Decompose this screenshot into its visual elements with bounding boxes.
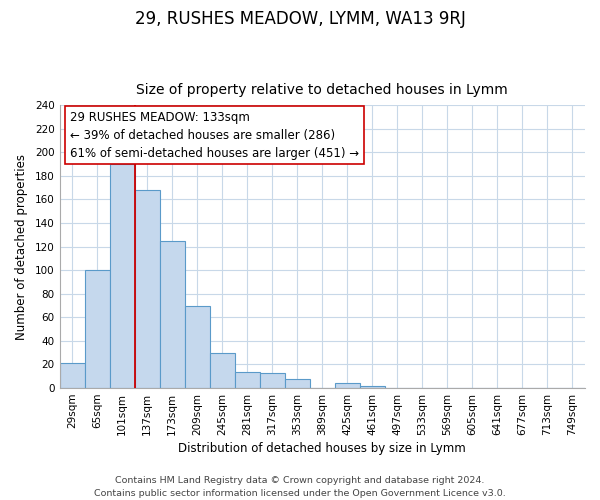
Y-axis label: Number of detached properties: Number of detached properties	[15, 154, 28, 340]
Bar	[335, 384, 360, 388]
Bar	[185, 306, 209, 388]
Bar	[59, 364, 85, 388]
Text: Contains HM Land Registry data © Crown copyright and database right 2024.
Contai: Contains HM Land Registry data © Crown c…	[94, 476, 506, 498]
Bar	[235, 372, 260, 388]
Text: 29 RUSHES MEADOW: 133sqm
← 39% of detached houses are smaller (286)
61% of semi-: 29 RUSHES MEADOW: 133sqm ← 39% of detach…	[70, 111, 359, 160]
Bar	[110, 164, 134, 388]
Bar	[360, 386, 385, 388]
X-axis label: Distribution of detached houses by size in Lymm: Distribution of detached houses by size …	[178, 442, 466, 455]
Bar	[260, 372, 285, 388]
Bar	[209, 352, 235, 388]
Text: 29, RUSHES MEADOW, LYMM, WA13 9RJ: 29, RUSHES MEADOW, LYMM, WA13 9RJ	[134, 10, 466, 28]
Title: Size of property relative to detached houses in Lymm: Size of property relative to detached ho…	[136, 83, 508, 97]
Bar	[85, 270, 110, 388]
Bar	[285, 378, 310, 388]
Bar	[134, 190, 160, 388]
Bar	[160, 240, 185, 388]
